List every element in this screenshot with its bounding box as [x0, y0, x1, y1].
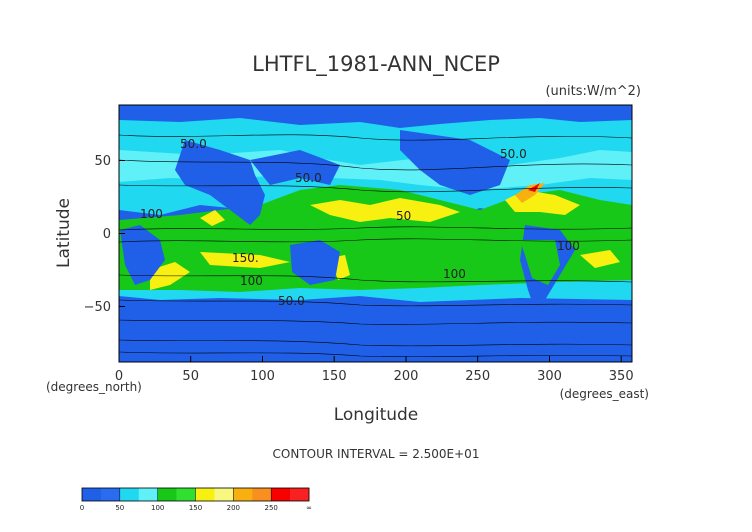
contour-label: 50.0	[500, 147, 527, 161]
x-tick-label: 350	[609, 369, 634, 384]
continent-africa-south	[120, 225, 165, 285]
contour-label: 50.0	[278, 294, 305, 308]
x-tick-labels: 0 50 100 150 200 250 300 350	[115, 369, 634, 384]
contour-lines	[119, 134, 632, 357]
colorbar-swatch	[214, 488, 234, 501]
units-label: (units:W/m^2)	[545, 84, 641, 99]
colorbar-label: 250	[265, 504, 278, 512]
colorbar-label: 0	[80, 504, 84, 512]
x-tick-label: 300	[537, 369, 562, 384]
colorbar-swatch	[195, 488, 215, 501]
y-axis-title: Latitude	[54, 198, 74, 268]
y-tick-label: −50	[84, 300, 111, 315]
contour-label: 100	[140, 207, 163, 221]
x-tick-label: 0	[115, 369, 123, 384]
chart-title: LHTFL_1981-ANN_NCEP	[252, 52, 500, 77]
colorbar-label: 200	[227, 504, 240, 512]
contour-label: 100	[443, 267, 466, 281]
y-unit-label: (degrees_north)	[46, 380, 142, 394]
colorbar-swatch	[233, 488, 253, 501]
field-band-150-200-a	[310, 198, 460, 222]
colorbar-swatch	[290, 488, 310, 501]
axis-ticks	[118, 160, 622, 362]
x-tick-label: 150	[322, 369, 347, 384]
contour-label-group: 50.0 50.0 100 150. 100 50.0 50 100 100 5…	[140, 137, 580, 308]
x-unit-label: (degrees_east)	[560, 387, 649, 401]
colorbar-swatch	[271, 488, 291, 501]
colorbar-swatch	[252, 488, 272, 501]
y-tick-labels: 50 0 −50	[84, 154, 111, 315]
contour-label: 50.0	[295, 171, 322, 185]
field-band-200-250	[515, 183, 545, 203]
contour-label: 150.	[232, 251, 259, 265]
x-axis-title: Longitude	[334, 405, 419, 425]
colorbar-labels: 0 50 100 150 200 250 ∞	[80, 504, 312, 512]
field-band-150-200-e	[200, 252, 290, 268]
map-field: 50.0 50.0 100 150. 100 50.0 50 100 100 5…	[119, 105, 632, 362]
colorbar-swatch	[119, 488, 140, 501]
colorbar-label: 150	[189, 504, 202, 512]
colorbar-label: 50	[115, 504, 124, 512]
colorbar-swatch	[176, 488, 196, 501]
continent-australia	[290, 240, 340, 285]
x-tick-label: 250	[465, 369, 490, 384]
contour-label: 50.0	[180, 137, 207, 151]
continent-south-america-green	[520, 240, 560, 285]
colorbar-swatch	[138, 488, 158, 501]
x-tick-label: 100	[250, 369, 275, 384]
x-tick-label: 50	[182, 369, 199, 384]
colorbar-swatch	[157, 488, 177, 501]
continent-asia	[250, 150, 340, 185]
colorbar-label: 100	[151, 504, 164, 512]
colorbar-swatch	[100, 488, 121, 501]
field-band-150-200-g	[580, 250, 620, 268]
continent-north-america	[400, 130, 510, 195]
contour-label: 100	[240, 274, 263, 288]
y-tick-label: 50	[94, 154, 111, 169]
colorbar	[82, 488, 310, 501]
contour-interval-text: CONTOUR INTERVAL = 2.500E+01	[273, 447, 480, 461]
x-tick-label: 200	[394, 369, 419, 384]
field-band-250-plus	[528, 183, 540, 192]
contour-label: 100	[557, 239, 580, 253]
colorbar-swatch	[82, 488, 102, 501]
contour-label: 50	[396, 209, 411, 223]
field-band-150-200-b	[200, 210, 225, 226]
y-tick-label: 0	[103, 227, 111, 242]
colorbar-frame	[81, 487, 310, 502]
continent-africa-eurasia-west	[175, 140, 265, 225]
colorbar-label: ∞	[306, 504, 312, 512]
